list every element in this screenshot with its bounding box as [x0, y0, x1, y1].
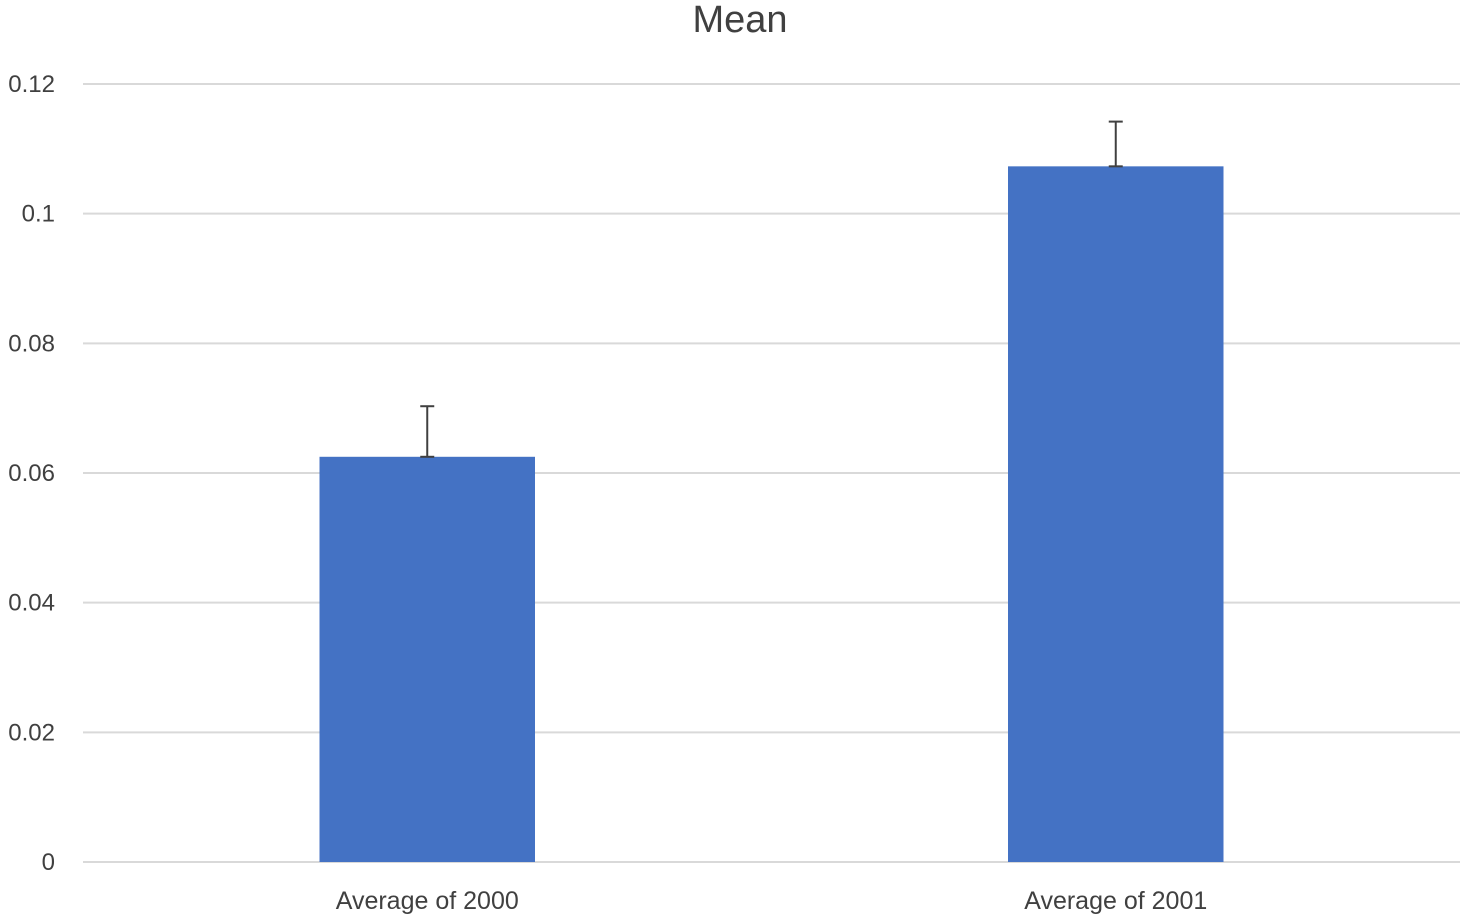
bars [319, 166, 1224, 863]
bar [1007, 166, 1224, 863]
x-category-label: Average of 2000 [336, 887, 519, 915]
y-tick-label: 0 [42, 849, 55, 876]
bar [319, 456, 536, 862]
y-tick-label: 0.06 [8, 460, 55, 487]
y-tick-label: 0.08 [8, 330, 55, 357]
y-tick-label: 0.1 [22, 201, 55, 228]
y-tick-label: 0.02 [8, 719, 55, 746]
x-axis-category-labels: Average of 2000 Average of 2001 [336, 887, 1208, 915]
y-axis-tick-labels: 0 0.02 0.04 0.06 0.08 0.1 0.12 [8, 71, 55, 876]
chart-title: Mean [692, 0, 787, 41]
error-bars [420, 120, 1123, 458]
x-category-label: Average of 2001 [1024, 887, 1207, 915]
gridlines [83, 83, 1460, 863]
y-tick-label: 0.12 [8, 71, 55, 98]
y-tick-label: 0.04 [8, 590, 55, 617]
